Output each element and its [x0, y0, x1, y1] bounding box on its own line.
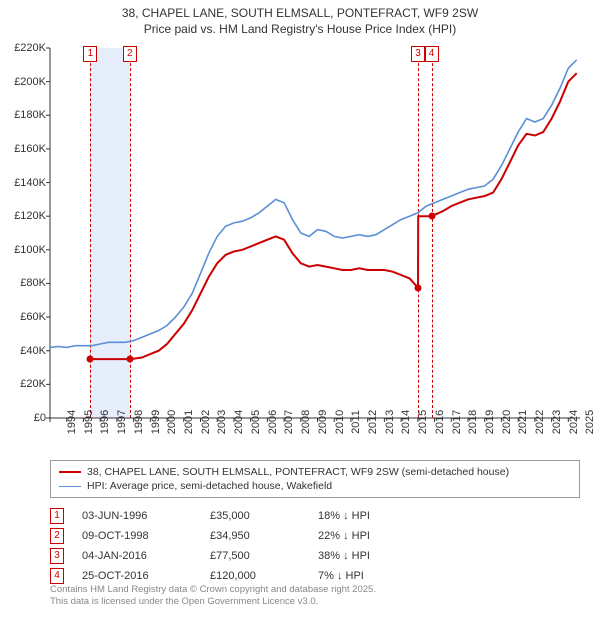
sale-dot	[428, 213, 435, 220]
event-badge: 4	[50, 568, 64, 584]
x-tick-label: 2025	[568, 410, 596, 434]
event-date: 09-OCT-1998	[82, 530, 192, 542]
chart-container: 38, CHAPEL LANE, SOUTH ELMSALL, PONTEFRA…	[0, 0, 600, 620]
event-delta: 7% ↓ HPI	[318, 570, 418, 582]
legend-swatch	[59, 471, 81, 473]
event-delta: 18% ↓ HPI	[318, 510, 418, 522]
series-hpi	[50, 60, 577, 348]
y-tick-label: £220K	[14, 42, 46, 54]
y-tick-label: £160K	[14, 143, 46, 155]
y-tick-label: £0	[34, 412, 46, 424]
marker-badge: 4	[425, 46, 439, 62]
legend-swatch	[59, 486, 81, 487]
legend-label: HPI: Average price, semi-detached house,…	[87, 480, 332, 492]
event-badge: 1	[50, 508, 64, 524]
event-badge: 2	[50, 528, 64, 544]
event-date: 25-OCT-2016	[82, 570, 192, 582]
event-price: £35,000	[210, 510, 300, 522]
event-row: 2 09-OCT-1998 £34,950 22% ↓ HPI	[50, 526, 580, 546]
event-badge: 3	[50, 548, 64, 564]
event-delta: 38% ↓ HPI	[318, 550, 418, 562]
event-delta: 22% ↓ HPI	[318, 530, 418, 542]
footer-line-2: This data is licensed under the Open Gov…	[50, 596, 376, 608]
event-price: £34,950	[210, 530, 300, 542]
y-tick-label: £180K	[14, 109, 46, 121]
legend-item: 38, CHAPEL LANE, SOUTH ELMSALL, PONTEFRA…	[59, 465, 571, 479]
event-row: 4 25-OCT-2016 £120,000 7% ↓ HPI	[50, 566, 580, 586]
sale-dot	[87, 356, 94, 363]
event-row: 3 04-JAN-2016 £77,500 38% ↓ HPI	[50, 546, 580, 566]
y-tick-label: £60K	[20, 311, 46, 323]
series-price-paid	[91, 73, 577, 359]
sale-dot	[414, 284, 421, 291]
footer-line-1: Contains HM Land Registry data © Crown c…	[50, 584, 376, 596]
title-line-2: Price paid vs. HM Land Registry's House …	[0, 22, 600, 38]
legend-label: 38, CHAPEL LANE, SOUTH ELMSALL, PONTEFRA…	[87, 466, 509, 478]
chart-area: 1234£0£20K£40K£60K£80K£100K£120K£140K£16…	[50, 48, 580, 418]
y-tick-label: £20K	[20, 378, 46, 390]
y-tick-label: £120K	[14, 210, 46, 222]
sale-dot	[126, 356, 133, 363]
event-table: 1 03-JUN-1996 £35,000 18% ↓ HPI 2 09-OCT-1998…	[50, 506, 580, 586]
event-price: £120,000	[210, 570, 300, 582]
y-tick-label: £140K	[14, 177, 46, 189]
marker-badge: 3	[411, 46, 425, 62]
y-tick-label: £40K	[20, 345, 46, 357]
y-tick-label: £80K	[20, 277, 46, 289]
chart-title: 38, CHAPEL LANE, SOUTH ELMSALL, PONTEFRA…	[0, 0, 600, 37]
event-date: 03-JUN-1996	[82, 510, 192, 522]
legend: 38, CHAPEL LANE, SOUTH ELMSALL, PONTEFRA…	[50, 460, 580, 498]
y-tick-label: £100K	[14, 244, 46, 256]
footer-note: Contains HM Land Registry data © Crown c…	[50, 584, 376, 609]
title-line-1: 38, CHAPEL LANE, SOUTH ELMSALL, PONTEFRA…	[0, 6, 600, 22]
event-row: 1 03-JUN-1996 £35,000 18% ↓ HPI	[50, 506, 580, 526]
event-date: 04-JAN-2016	[82, 550, 192, 562]
y-tick-label: £200K	[14, 76, 46, 88]
marker-badge: 2	[123, 46, 137, 62]
event-price: £77,500	[210, 550, 300, 562]
legend-item: HPI: Average price, semi-detached house,…	[59, 479, 571, 493]
marker-badge: 1	[83, 46, 97, 62]
